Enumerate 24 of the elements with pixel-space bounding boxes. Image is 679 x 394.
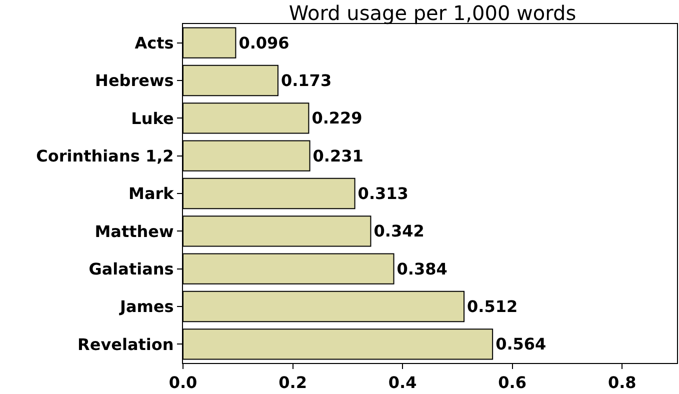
y-tick-label: James: [119, 297, 174, 316]
x-tick-label: 0.4: [388, 373, 417, 392]
data-label: 0.313: [358, 184, 408, 203]
x-tick-label: 0.6: [498, 373, 526, 392]
y-tick-label: Acts: [134, 33, 174, 52]
y-tick-label: Corinthians 1,2: [36, 146, 174, 166]
data-label: 0.096: [238, 33, 290, 52]
data-label: 0.564: [496, 334, 546, 354]
x-tick-label: 0.2: [278, 373, 307, 392]
data-label: 0.173: [280, 71, 332, 90]
chart-title: Word usage per 1,000 words: [288, 0, 576, 25]
y-tick-label: Luke: [131, 108, 174, 128]
y-tick-label: Revelation: [78, 334, 174, 354]
data-label: 0.342: [374, 222, 424, 241]
y-tick-label: Mark: [128, 184, 174, 204]
data-label: 0.229: [312, 108, 362, 128]
y-tick-label: Matthew: [94, 222, 174, 241]
x-tick-label: 0.0: [168, 373, 198, 392]
x-tick-label: 0.8: [608, 373, 636, 392]
y-tick-label: Galatians: [88, 259, 174, 278]
data-label: 0.231: [312, 146, 364, 166]
y-tick-label: Hebrews: [95, 71, 174, 90]
data-label: 0.384: [396, 259, 448, 278]
data-label: 0.512: [467, 297, 518, 316]
